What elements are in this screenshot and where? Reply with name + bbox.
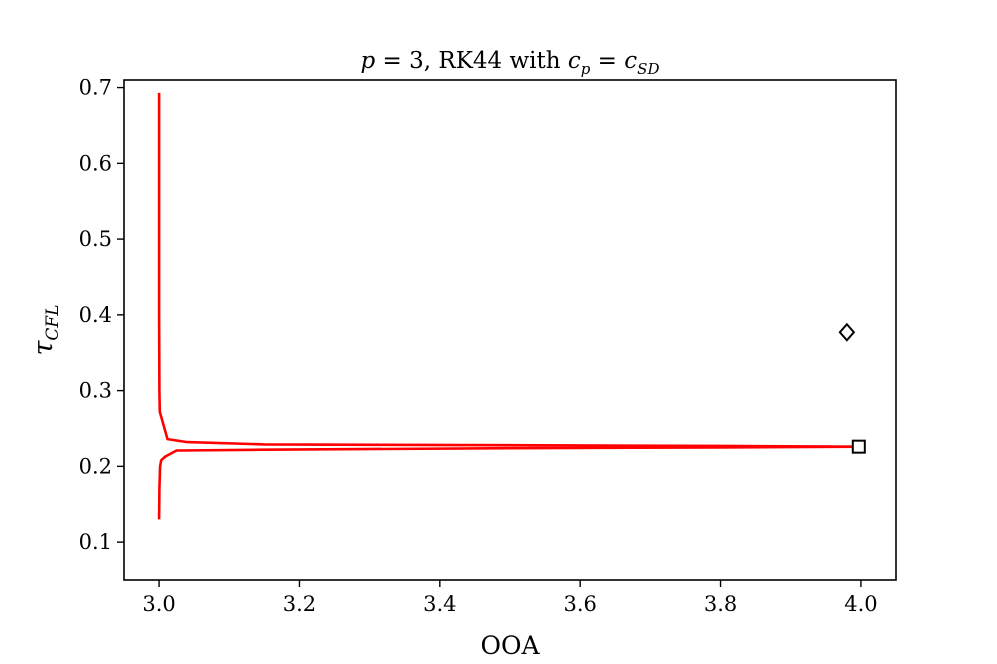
y-axis-label: τCFL	[28, 304, 63, 355]
x-tick-label: 4.0	[844, 592, 877, 616]
diamond-marker	[838, 322, 856, 342]
y-tick-label: 0.4	[79, 303, 112, 327]
plot-frame	[123, 79, 897, 581]
x-axis-label: OOA	[480, 631, 540, 660]
chart-title: p = 3, RK44 with cp = cSD	[361, 48, 660, 78]
y-tick-label: 0.5	[79, 227, 112, 251]
y-tick-label: 0.1	[79, 530, 112, 554]
series-line-1	[157, 92, 863, 520]
x-tick-label: 3.8	[704, 592, 737, 616]
x-tick-label: 3.0	[142, 592, 175, 616]
y-tick-label: 0.3	[79, 379, 112, 403]
y-tick-label: 0.6	[79, 151, 112, 175]
x-tick-label: 3.2	[283, 592, 316, 616]
square-marker	[851, 439, 866, 454]
x-tick-label: 3.4	[423, 592, 456, 616]
x-tick-label: 3.6	[563, 592, 596, 616]
y-tick-label: 0.2	[79, 454, 112, 478]
y-tick-label: 0.7	[79, 76, 112, 100]
